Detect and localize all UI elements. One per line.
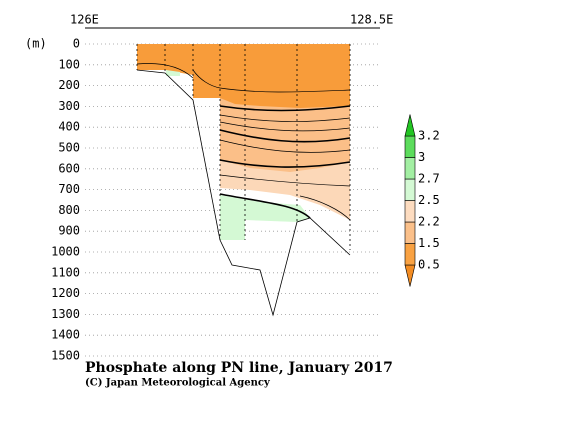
- y-tick-label: 700: [58, 182, 80, 196]
- colorbar-label: 3: [418, 150, 425, 164]
- y-tick-label: 1300: [51, 307, 80, 321]
- y-tick-label: 0: [73, 37, 80, 51]
- colorbar-label: 2.7: [418, 172, 440, 186]
- colorbar-segment: [404, 178, 416, 201]
- contour-line: [219, 114, 351, 122]
- y-tick-label: 1000: [51, 245, 80, 259]
- colorbar-segment: [404, 243, 416, 266]
- contour-line: [219, 159, 351, 168]
- y-tick-label: 1500: [51, 349, 80, 363]
- y-tick-label: 900: [58, 224, 80, 238]
- colorbar-label: 3.2: [418, 129, 440, 143]
- colorbar-label: 1.5: [418, 236, 440, 250]
- contour-line: [219, 129, 351, 143]
- y-tick-label: 200: [58, 78, 80, 92]
- credit: (C) Japan Meteorological Agency: [85, 378, 271, 389]
- x-label: 126E: [70, 13, 99, 27]
- y-axis-label: (m): [25, 37, 47, 51]
- y-tick-label: 1200: [51, 286, 80, 300]
- bathymetry: [136, 69, 351, 317]
- colorbar-segment: [404, 157, 416, 180]
- contour-line: [219, 105, 351, 112]
- y-tick-label: 100: [58, 57, 80, 71]
- colorbar-segment: [404, 221, 416, 244]
- colorbar-segment: [404, 135, 416, 158]
- colorbar-label: 2.5: [418, 193, 440, 207]
- y-tick-label: 400: [58, 120, 80, 134]
- y-tick-label: 1400: [51, 328, 80, 342]
- y-tick-label: 1100: [51, 265, 80, 279]
- x-label: 128.5E: [350, 13, 393, 27]
- contour-line: [219, 193, 311, 219]
- contour-line: [219, 174, 351, 187]
- colorbar-label: 2.2: [418, 215, 440, 229]
- colorbar-label: 0.5: [418, 258, 440, 272]
- layer-green-small: [166, 70, 180, 76]
- contour-line: [136, 63, 194, 79]
- y-tick-label: 600: [58, 161, 80, 175]
- y-tick-label: 500: [58, 141, 80, 155]
- colorbar-segment: [404, 200, 416, 223]
- contour-line: [219, 139, 351, 153]
- contour-line: [192, 69, 351, 93]
- chart-title: Phosphate along PN line, January 2017: [85, 360, 393, 376]
- y-tick-label: 800: [58, 203, 80, 217]
- contour-line: [299, 195, 351, 221]
- contours: [136, 63, 351, 221]
- colorbar-triangle: [404, 114, 416, 137]
- y-tick-label: 300: [58, 99, 80, 113]
- stations: [136, 44, 351, 250]
- contour-line: [219, 121, 351, 132]
- colorbar-triangle: [404, 264, 416, 287]
